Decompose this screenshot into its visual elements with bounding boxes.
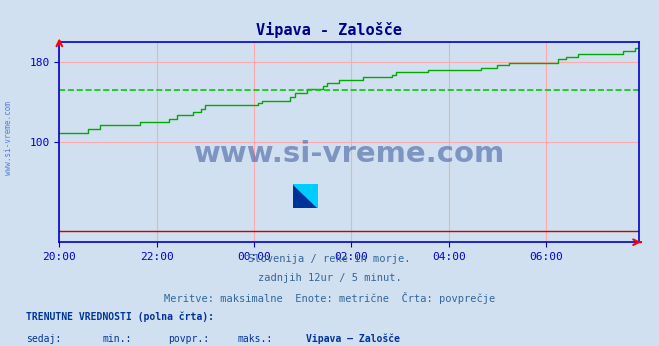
Text: povpr.:: povpr.: bbox=[168, 334, 209, 344]
Text: Vipava - Zalošče: Vipava - Zalošče bbox=[256, 22, 403, 38]
Text: sedaj:: sedaj: bbox=[26, 334, 61, 344]
Text: zadnjih 12ur / 5 minut.: zadnjih 12ur / 5 minut. bbox=[258, 273, 401, 283]
Text: Meritve: maksimalne  Enote: metrične  Črta: povprečje: Meritve: maksimalne Enote: metrične Črta… bbox=[164, 292, 495, 304]
Text: www.si-vreme.com: www.si-vreme.com bbox=[194, 140, 505, 168]
Polygon shape bbox=[293, 184, 318, 208]
Polygon shape bbox=[293, 184, 318, 208]
Text: TRENUTNE VREDNOSTI (polna črta):: TRENUTNE VREDNOSTI (polna črta): bbox=[26, 311, 214, 322]
Text: Vipava – Zalošče: Vipava – Zalošče bbox=[306, 334, 401, 344]
Text: Slovenija / reke in morje.: Slovenija / reke in morje. bbox=[248, 254, 411, 264]
Text: www.si-vreme.com: www.si-vreme.com bbox=[4, 101, 13, 175]
Text: maks.:: maks.: bbox=[237, 334, 272, 344]
Text: min.:: min.: bbox=[102, 334, 132, 344]
